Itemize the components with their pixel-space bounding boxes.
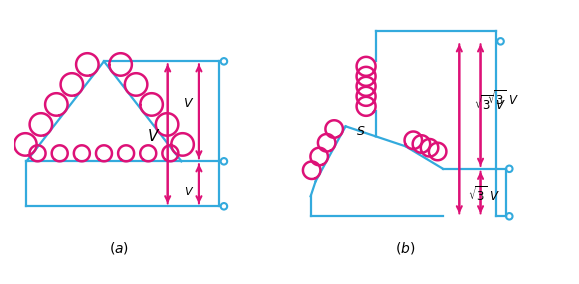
Text: $V$: $V$	[184, 97, 195, 110]
Text: $(a)$: $(a)$	[109, 240, 129, 256]
Text: $\sqrt{3}\ V$: $\sqrt{3}\ V$	[487, 89, 519, 108]
Text: $\sqrt{3}\ V$: $\sqrt{3}\ V$	[474, 95, 506, 113]
Text: $(b)$: $(b)$	[395, 240, 416, 256]
Text: $V$: $V$	[184, 185, 194, 197]
Text: $S$: $S$	[356, 125, 365, 138]
Text: $\sqrt{3}\ V$: $\sqrt{3}\ V$	[468, 186, 500, 204]
Text: $V$: $V$	[147, 128, 160, 144]
